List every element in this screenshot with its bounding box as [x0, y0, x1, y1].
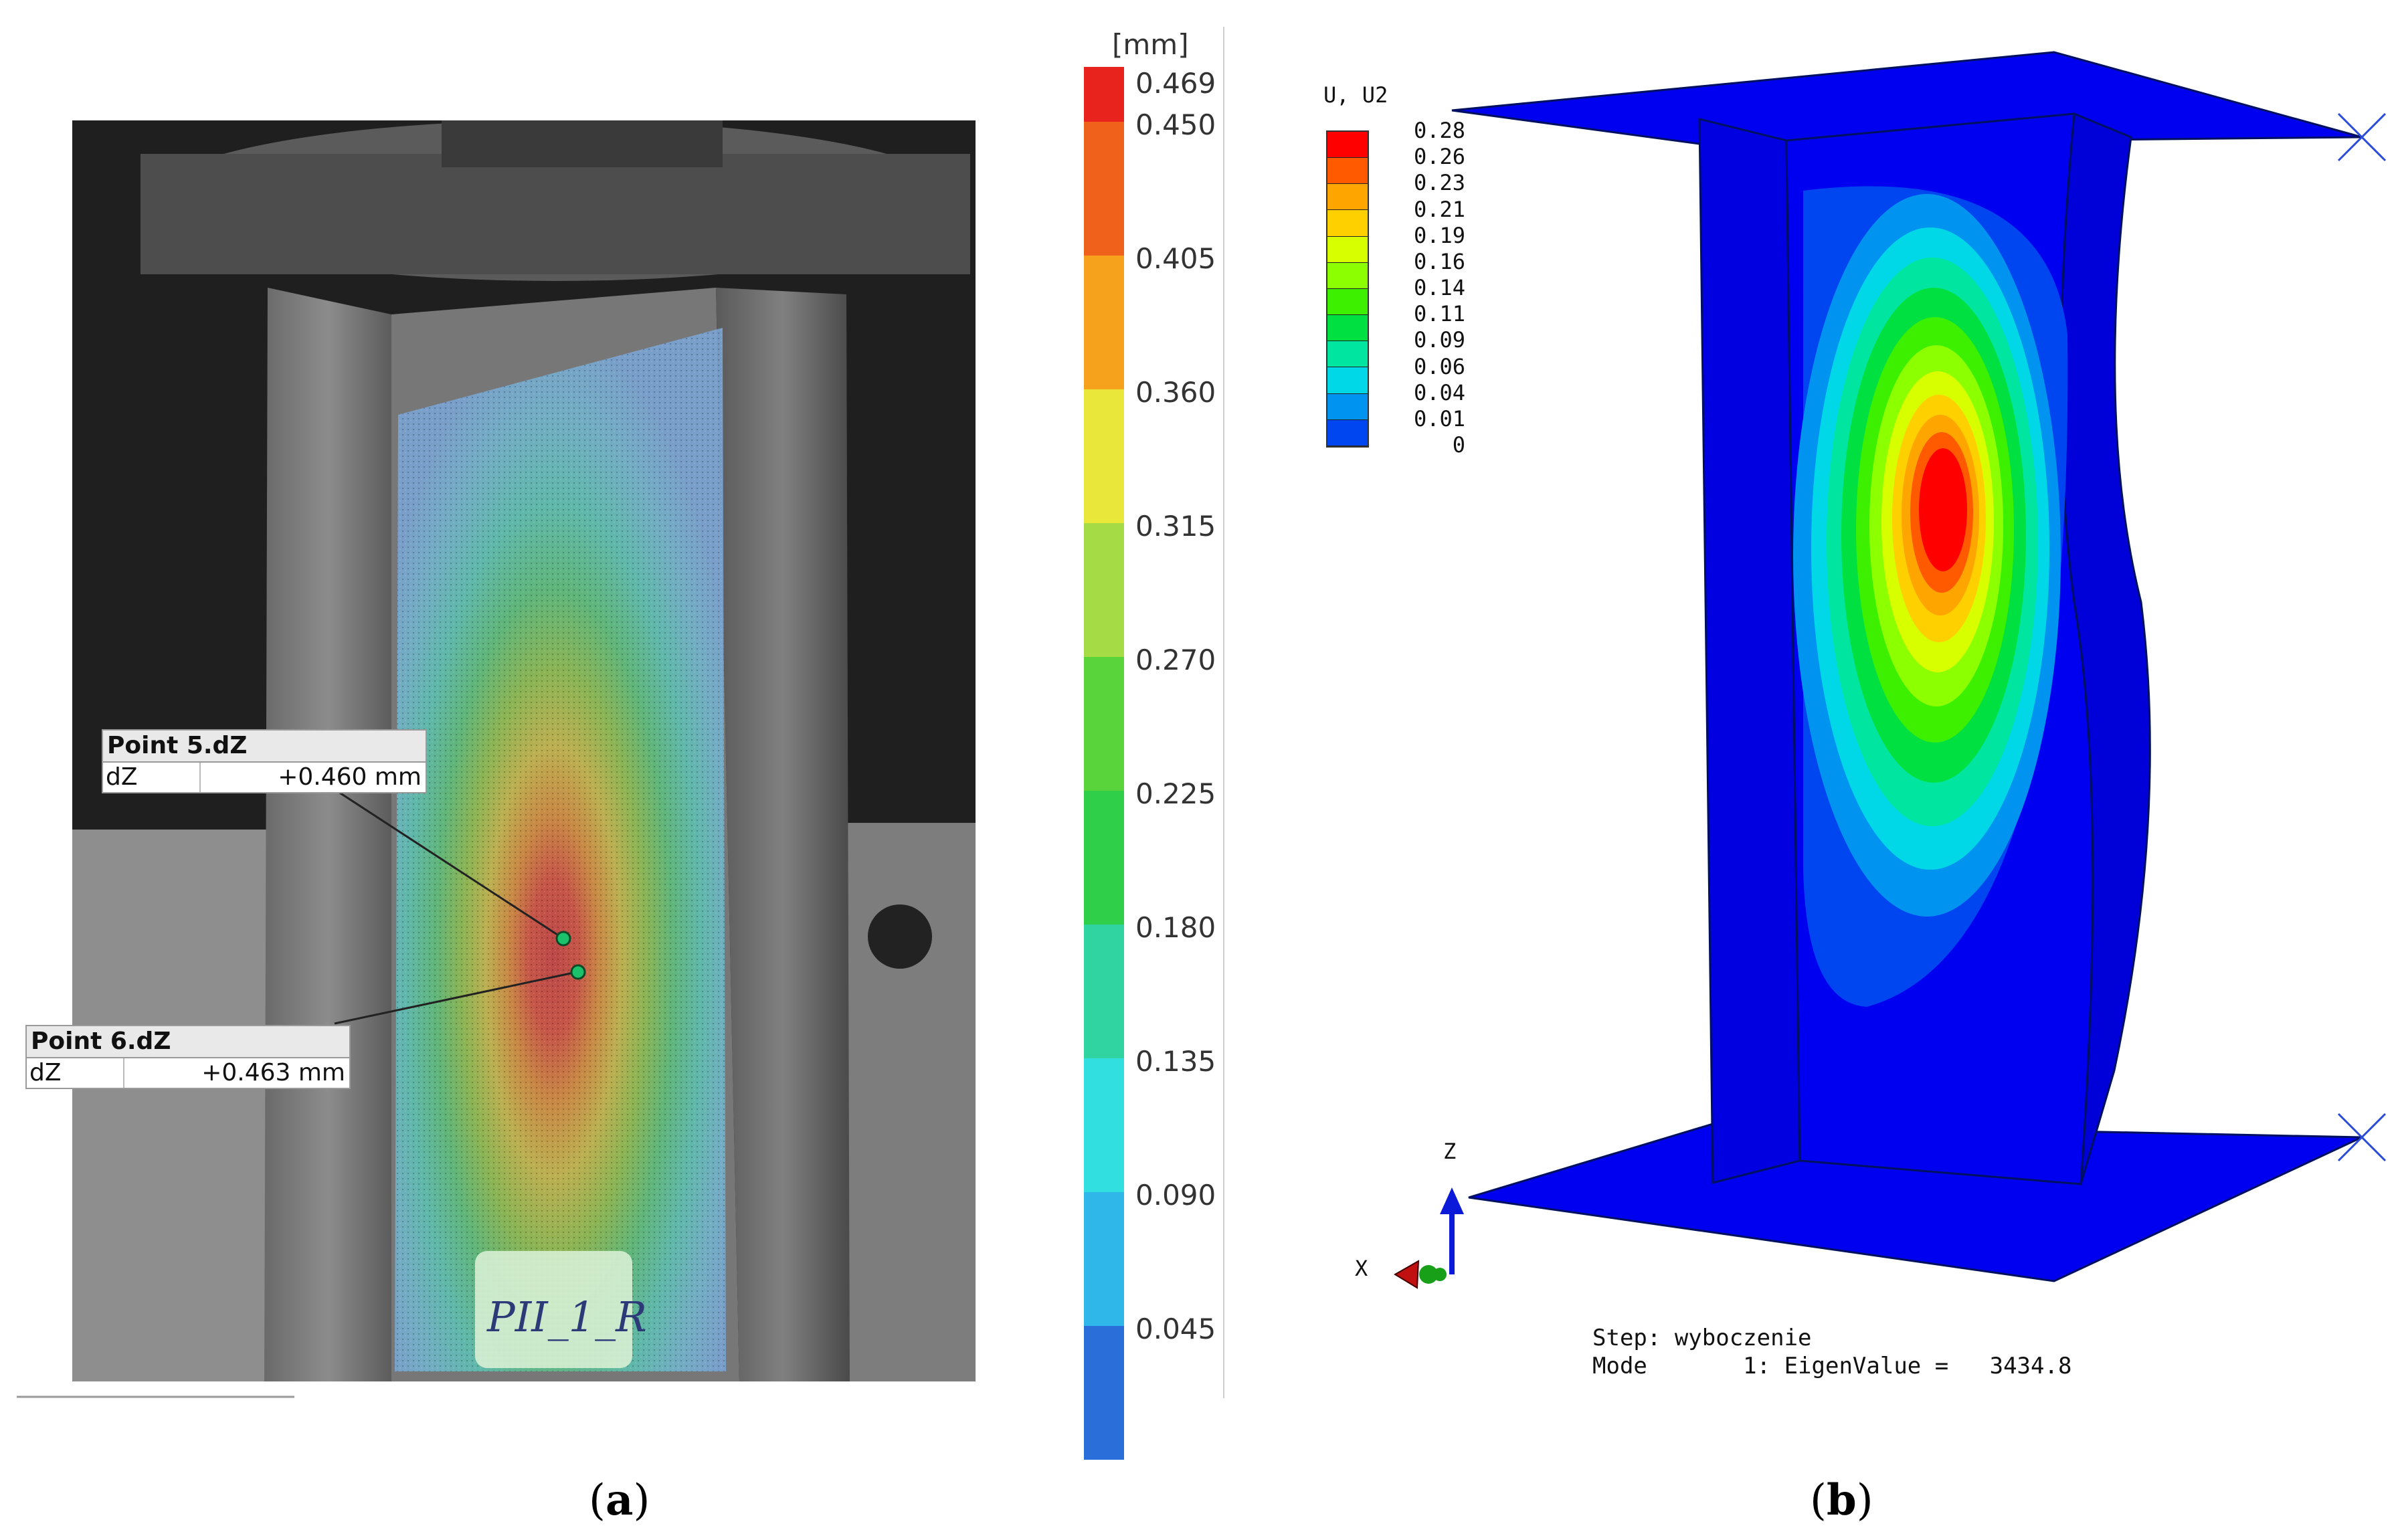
axis-z-label: Z — [1443, 1139, 1457, 1164]
point-6-value: +0.463 mm — [201, 1059, 345, 1086]
bc-marker-bottom — [2337, 1113, 2387, 1162]
colorbar-a-tick: 0.405 — [1135, 242, 1216, 275]
colorbar-a-top — [1084, 67, 1124, 122]
colorbar-a-tick: 0.450 — [1135, 108, 1216, 141]
colorbar-a-unit: [mm] — [1112, 28, 1189, 61]
fea-legend-tick: 0.06 — [1413, 353, 1465, 379]
fea-legend-tick: 0.26 — [1413, 144, 1465, 170]
fea-model — [1394, 51, 2387, 1289]
fea-legend-band — [1327, 210, 1368, 237]
colorbar-a-tick: 0.469 — [1135, 67, 1216, 100]
colorbar-a-tick: 0.270 — [1135, 644, 1216, 676]
fea-legend-band — [1327, 367, 1368, 394]
colorbar-a-axis — [1223, 27, 1224, 1398]
colorbar-a-tick: 0.045 — [1135, 1313, 1216, 1345]
colorbar-a-bands — [1084, 122, 1124, 1460]
fea-legend-tick: 0.11 — [1413, 301, 1465, 327]
colorbar-a-tick: 0.180 — [1135, 911, 1216, 944]
fea-legend-band — [1327, 184, 1368, 211]
step-line: Step: wyboczenie — [1592, 1325, 1812, 1351]
fea-legend-band — [1327, 341, 1368, 368]
point-6-key: dZ — [27, 1058, 124, 1088]
fea-legend — [1326, 130, 1369, 448]
colorbar-a-band — [1084, 1058, 1124, 1192]
point-5-title: Point 5.dZ — [103, 731, 426, 763]
specimen-label: PII_1_R — [486, 1292, 647, 1341]
panel-a: PII_1_R Point 5.dZ dZ +0.460 mm Point 6.… — [17, 27, 1224, 1525]
point-6-marker — [570, 964, 586, 980]
fea-legend-tick: 0.04 — [1413, 379, 1465, 405]
colorbar-a-band — [1084, 791, 1124, 925]
caption-b: (b) — [1810, 1475, 1873, 1525]
point-5-key: dZ — [103, 763, 201, 792]
fea-legend-tick: 0.14 — [1413, 275, 1465, 300]
fea-legend-band — [1327, 132, 1368, 159]
point-6-title: Point 6.dZ — [27, 1026, 349, 1058]
point-5-marker — [555, 931, 571, 947]
fea-legend-band — [1327, 315, 1368, 342]
colorbar-a-band — [1084, 1192, 1124, 1326]
fea-legend-band — [1327, 158, 1368, 185]
fea-legend-tick: 0.01 — [1413, 405, 1465, 431]
fea-legend-tick: 0.09 — [1413, 327, 1465, 353]
mode-line: Mode 1: EigenValue = 3434.8 — [1592, 1353, 2072, 1379]
colorbar-a-band — [1084, 925, 1124, 1058]
colorbar-a-band — [1084, 256, 1124, 389]
fea-legend-tick: 0.28 — [1413, 118, 1465, 143]
fea-legend-tick: 0.21 — [1413, 196, 1465, 222]
point-6-label: Point 6.dZ dZ +0.463 mm — [25, 1025, 351, 1089]
colorbar-a-tick: 0.360 — [1135, 376, 1216, 409]
dic-photo: PII_1_R — [17, 120, 976, 1398]
fea-legend-band — [1327, 236, 1368, 263]
fea-legend-title: U, U2 — [1323, 82, 1388, 108]
caption-a-letter: a — [605, 1475, 634, 1525]
colorbar-a — [1084, 67, 1124, 1460]
fea-legend-tick: 0.23 — [1413, 170, 1465, 196]
point-5-label: Point 5.dZ dZ +0.460 mm — [102, 729, 427, 793]
fea-legend-band — [1327, 288, 1368, 316]
colorbar-a-tick: 0.225 — [1135, 777, 1216, 810]
colorbar-a-band — [1084, 1326, 1124, 1460]
caption-b-letter: b — [1826, 1475, 1857, 1525]
fea-left-flange — [1698, 118, 1801, 1184]
fea-contours — [1793, 186, 2068, 1007]
colorbar-a-tick: 0.135 — [1135, 1045, 1216, 1078]
colorbar-a-band — [1084, 523, 1124, 657]
fea-legend-tick: 0.19 — [1413, 222, 1465, 248]
colorbar-a-tick: 0.315 — [1135, 510, 1216, 543]
axis-x-label: X — [1355, 1256, 1368, 1281]
bc-marker-top — [2337, 112, 2387, 162]
panel-b: U, U2 0.28 0.26 0.23 0.21 0.19 0.16 0.14 0.11 0.… — [1271, 0, 2402, 1540]
colorbar-a-tick: 0.090 — [1135, 1179, 1216, 1212]
colorbar-a-band — [1084, 657, 1124, 791]
axis-triad — [1394, 1187, 1464, 1289]
fea-legend-tick: 0 — [1452, 432, 1465, 458]
fea-legend-tick: 0.16 — [1413, 248, 1465, 274]
colorbar-a-band — [1084, 122, 1124, 256]
fea-legend-band — [1327, 393, 1368, 420]
colorbar-a-band — [1084, 389, 1124, 523]
point-5-value: +0.460 mm — [278, 763, 422, 791]
caption-a: (a) — [589, 1475, 650, 1525]
fea-legend-band — [1327, 262, 1368, 289]
fea-legend-band — [1327, 419, 1368, 446]
